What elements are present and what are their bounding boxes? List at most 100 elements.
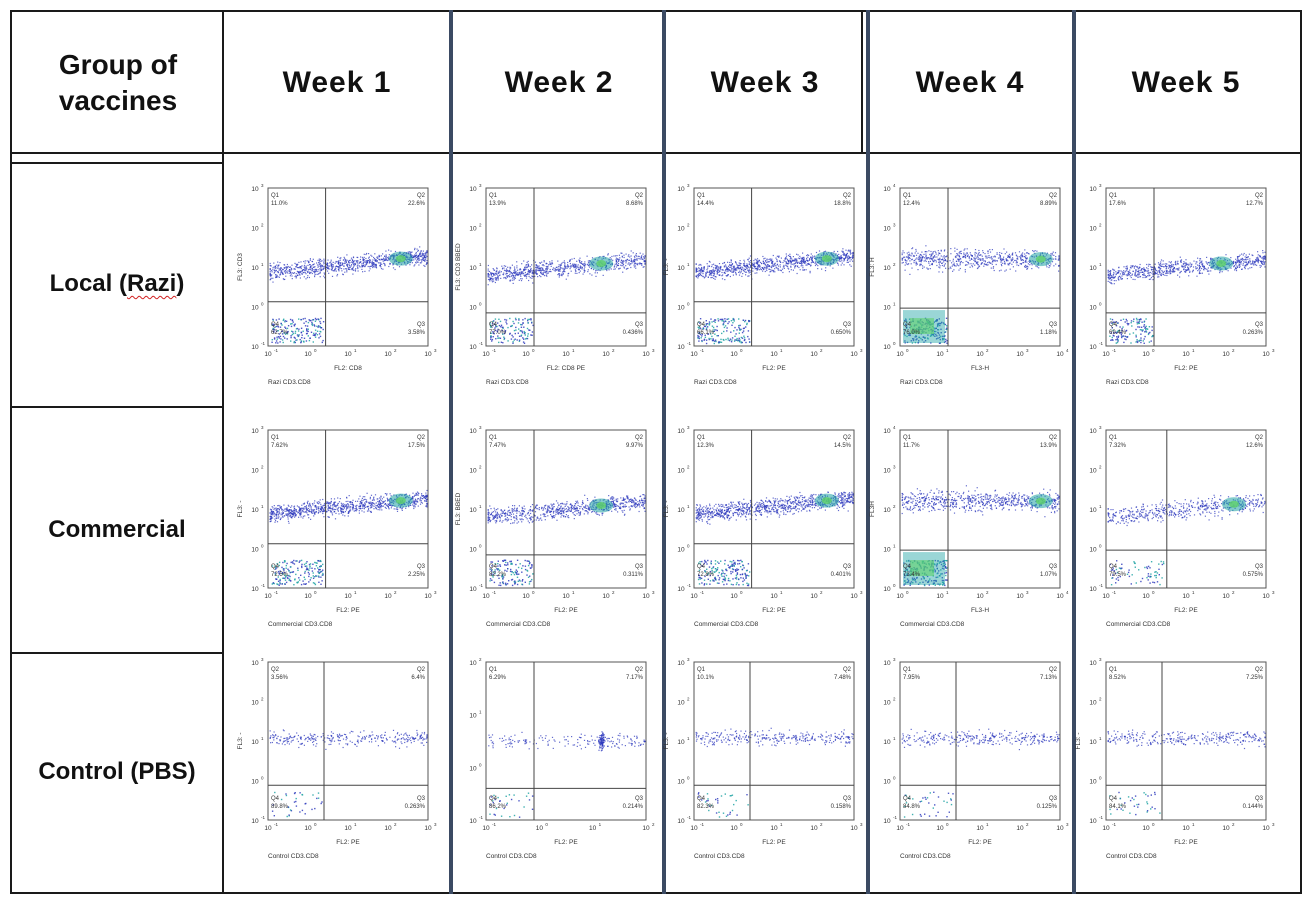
y-tick-exponent: 2 — [261, 465, 264, 470]
y-tick-label: 10 — [251, 344, 259, 351]
header-bottom-border — [10, 152, 1302, 154]
y-tick-label: 10 — [1089, 818, 1097, 825]
col-divider-1 — [222, 10, 224, 894]
x-tick-label: 10 — [344, 593, 352, 600]
quadrant-name: Q2 — [417, 667, 426, 673]
x-tick-exponent: 1 — [1192, 348, 1195, 353]
quadrant-percent: 69.4% — [1109, 330, 1127, 336]
quadrant-percent: 12.3% — [697, 443, 715, 449]
y-tick-exponent: 4 — [893, 425, 896, 430]
quadrant-name: Q4 — [489, 322, 498, 328]
scatter-plot-r2-c5: Q17.32%Q212.6%Q30.575%Q479.5%10-110-1100… — [1089, 425, 1275, 628]
x-tick-label: 10 — [424, 825, 432, 832]
x-tick-label: 10 — [602, 593, 610, 600]
scatter-plot-r3-c1: Q23.56%Q26.4%Q30.263%Q489.8%10-110-11001… — [237, 657, 437, 860]
quadrant-percent: 84.8% — [903, 804, 921, 810]
quadrant-name: Q2 — [271, 667, 280, 673]
quadrant-percent: 13.9% — [489, 201, 507, 207]
x-axis-label: FL2: CD8 — [334, 365, 362, 372]
quadrant-percent: 12.4% — [903, 201, 921, 207]
y-tick-exponent: 2 — [893, 504, 896, 509]
x-tick-exponent: 1 — [1192, 590, 1195, 595]
y-tick-label: 10 — [883, 428, 891, 435]
y-tick-label: 10 — [469, 660, 477, 667]
x-tick-exponent: -1 — [700, 822, 704, 827]
header-group-line1: Group of — [58, 49, 178, 80]
x-tick-label: 10 — [730, 593, 738, 600]
plot-frame — [899, 661, 1061, 821]
x-tick-label: 10 — [690, 593, 698, 600]
x-tick-label: 10 — [522, 593, 530, 600]
y-tick-exponent: 2 — [261, 697, 264, 702]
row-label-local: Local (Razi) — [14, 162, 220, 406]
y-tick-label: 10 — [1089, 265, 1097, 272]
x-tick-exponent: -1 — [274, 348, 278, 353]
x-tick-label: 10 — [384, 825, 392, 832]
x-tick-label: 10 — [936, 825, 944, 832]
y-tick-label: 10 — [883, 547, 891, 554]
row-label-local-suffix: ) — [176, 270, 185, 297]
x-axis-label: FL3-H — [971, 365, 989, 372]
x-axis-label: FL2: PE — [762, 365, 786, 372]
y-tick-exponent: 2 — [479, 223, 482, 228]
y-axis-label: FL3: CD3 BBED — [455, 243, 462, 291]
plot-frame — [485, 661, 647, 821]
quadrant-name: Q4 — [489, 796, 498, 802]
x-tick-exponent: 0 — [532, 590, 535, 595]
x-tick-label: 10 — [770, 593, 778, 600]
quadrant-name: Q1 — [903, 435, 912, 441]
y-tick-exponent: -1 — [479, 815, 483, 820]
header-week-5: Week 5 — [1131, 66, 1241, 99]
x-tick-exponent: 3 — [1272, 822, 1275, 827]
x-tick-exponent: 1 — [946, 590, 949, 595]
x-tick-label: 10 — [264, 351, 272, 358]
x-tick-exponent: 3 — [652, 348, 655, 353]
quadrant-percent: 13.9% — [1040, 443, 1058, 449]
y-tick-label: 10 — [1089, 507, 1097, 514]
sample-name: Commercial CD3.CD8 — [268, 621, 333, 628]
x-tick-label: 10 — [1056, 593, 1064, 600]
y-tick-label: 10 — [883, 507, 891, 514]
y-tick-label: 10 — [1089, 660, 1097, 667]
x-tick-exponent: 1 — [986, 822, 989, 827]
y-tick-label: 10 — [251, 226, 259, 233]
y-tick-label: 10 — [1089, 739, 1097, 746]
x-tick-label: 10 — [424, 593, 432, 600]
sample-name: Commercial CD3.CD8 — [486, 621, 551, 628]
y-tick-label: 10 — [1089, 226, 1097, 233]
quadrant-name: Q2 — [1049, 435, 1058, 441]
y-tick-label: 10 — [1089, 468, 1097, 475]
quadrant-percent: 7.47% — [489, 443, 507, 449]
x-axis-label: FL2: PE — [336, 607, 360, 614]
y-tick-label: 10 — [883, 818, 891, 825]
x-tick-exponent: -1 — [906, 822, 910, 827]
x-tick-exponent: -1 — [274, 822, 278, 827]
x-tick-label: 10 — [810, 351, 818, 358]
sample-name: Razi CD3.CD8 — [900, 379, 943, 386]
x-tick-exponent: 2 — [1026, 822, 1029, 827]
quadrant-percent: 18.8% — [834, 201, 852, 207]
x-tick-label: 10 — [1262, 351, 1270, 358]
quadrant-percent: 6.29% — [489, 675, 507, 681]
x-tick-label: 10 — [1142, 593, 1150, 600]
y-axis-label: FL3: - — [663, 259, 670, 276]
quadrant-percent: 7.13% — [1040, 675, 1058, 681]
quadrant-percent: 86.2% — [489, 804, 507, 810]
y-tick-exponent: 0 — [687, 544, 690, 549]
quadrant-name: Q1 — [1109, 193, 1118, 199]
y-tick-exponent: -1 — [479, 341, 483, 346]
y-tick-label: 10 — [883, 305, 891, 312]
col-divider-3 — [662, 10, 666, 894]
y-tick-exponent: -1 — [687, 341, 691, 346]
y-tick-exponent: -1 — [1099, 815, 1103, 820]
y-tick-label: 10 — [677, 428, 685, 435]
x-tick-exponent: 0 — [1152, 822, 1155, 827]
x-tick-exponent: 2 — [394, 348, 397, 353]
quadrant-name: Q2 — [635, 193, 644, 199]
row-label-control: Control (PBS) — [14, 654, 220, 890]
y-tick-exponent: 1 — [687, 736, 690, 741]
x-tick-label: 10 — [602, 351, 610, 358]
x-tick-exponent: 4 — [1066, 590, 1069, 595]
x-tick-label: 10 — [482, 593, 490, 600]
